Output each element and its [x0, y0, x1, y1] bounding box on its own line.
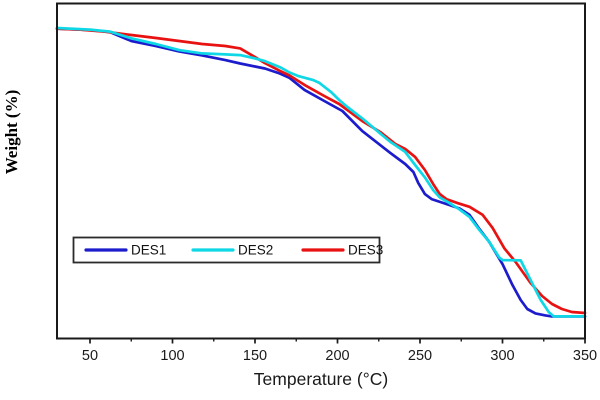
- legend-label-DES2: DES2: [238, 243, 273, 258]
- data-curves: [55, 26, 587, 318]
- plot-border: [56, 2, 586, 340]
- x-tick-label: 150: [243, 348, 267, 364]
- x-tick-label: 350: [573, 348, 597, 364]
- x-tick-label: 50: [82, 348, 98, 364]
- curve-DES2: [55, 26, 587, 318]
- x-tick-label: 250: [408, 348, 432, 364]
- x-tick-label: 200: [325, 348, 349, 364]
- legend: DES1 DES2 DES3: [72, 236, 383, 264]
- curve-DES1: [55, 27, 587, 318]
- x-tick-label: 100: [160, 348, 184, 364]
- legend-label-DES3: DES3: [348, 243, 383, 258]
- x-axis-ticks: 50 100 150 200 250 300 350: [82, 338, 597, 364]
- x-axis-title: Temperature (°C): [254, 369, 388, 389]
- x-tick-label: 300: [490, 348, 514, 364]
- y-axis-title: Weight (%): [2, 90, 21, 175]
- legend-label-DES1: DES1: [131, 243, 166, 258]
